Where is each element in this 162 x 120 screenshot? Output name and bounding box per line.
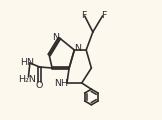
Text: NH: NH: [54, 79, 68, 88]
Text: N: N: [74, 44, 81, 53]
Text: H₂N: H₂N: [18, 75, 36, 84]
Text: HN: HN: [20, 58, 34, 67]
Text: F: F: [102, 12, 107, 21]
Text: F: F: [81, 12, 86, 21]
Text: N: N: [52, 33, 59, 42]
Text: O: O: [36, 81, 43, 90]
